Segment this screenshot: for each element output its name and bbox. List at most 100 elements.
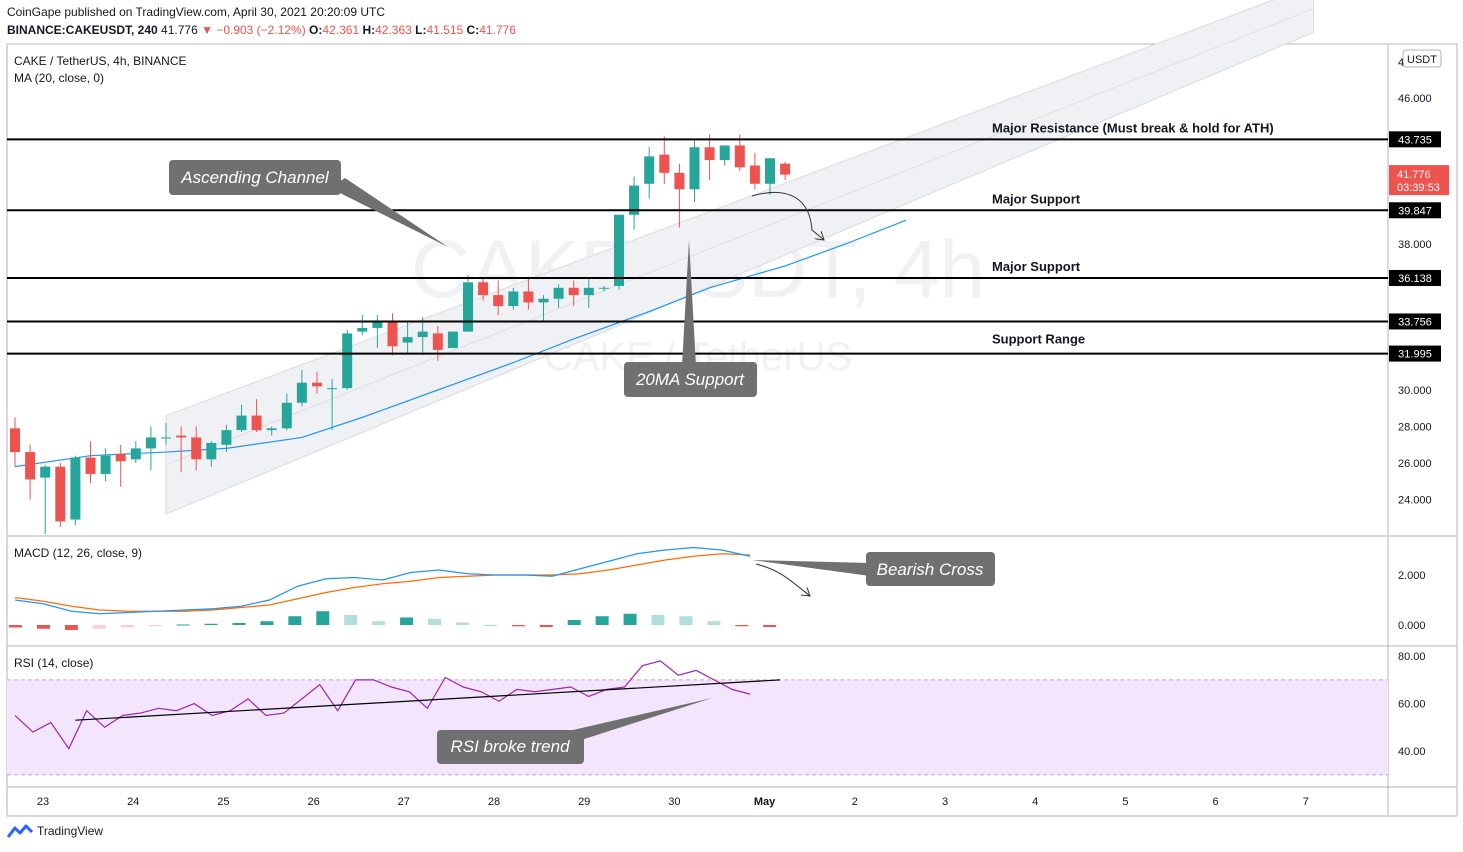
candle-body [523,291,534,303]
candle [734,134,745,171]
candle [719,145,730,166]
rsi-pane-title: RSI (14, close) [14,656,93,670]
candle-body [765,158,775,184]
candle [417,317,428,356]
candle [115,444,126,487]
macd-histogram-bar [651,615,665,625]
candle-body [463,282,473,332]
level-price-tag [1389,131,1441,148]
ma20-line [14,219,907,468]
macd-pane-title: MACD (12, 26, close, 9) [14,546,142,560]
macd-histogram-bar [36,625,50,629]
candle-body [734,145,745,168]
ascending-channel-callout [169,160,341,195]
publisher-line: CoinGape published on TradingView.com, A… [7,5,386,19]
candle-body [749,165,760,184]
candle [176,426,187,473]
macd-histogram-bar [232,623,246,625]
candle [296,369,307,407]
ascending-channel-band [165,0,1315,515]
price-axis-tick: 38.000 [1398,239,1432,251]
candle [598,285,609,292]
level-label: Major Support [992,259,1081,274]
candle-body [206,442,217,460]
candle [357,315,368,336]
ma-support-callout [624,362,757,397]
low-label: L: [415,23,427,37]
candle-body [236,415,247,431]
macd-line [14,546,751,615]
ma-indicator-label: MA (20, close, 0) [14,71,104,85]
macd-axis-tick: 2.000 [1398,570,1426,582]
tradingview-brand[interactable]: TradingView [7,824,103,838]
candle-body [176,435,187,438]
candle-body [508,291,519,307]
tradingview-logo-icon [7,824,33,838]
candle [447,331,458,349]
rsi-trend-callout [437,730,584,764]
macd-histogram-bar [344,615,358,625]
candle-body [447,331,458,349]
time-axis-tick: 23 [37,796,49,808]
brand-name: TradingView [37,824,104,838]
candle-body [161,437,171,439]
time-axis-tick: 27 [398,796,410,808]
bearish-cross-callout [866,552,995,586]
price-axis-tick: 46.000 [1398,93,1432,105]
high-label: H: [362,23,376,37]
level-price-tag [1389,202,1441,219]
close-value: 41.776 [479,23,516,37]
rsi-axis-tick: 80.00 [1398,651,1426,663]
candle-body [130,448,141,460]
candle [191,426,202,471]
candle [463,275,473,332]
candle [493,280,504,316]
level-price-text: 43.735 [1398,134,1432,146]
macd-signal-line [14,553,751,612]
candle-body [296,382,307,403]
candle [266,426,277,436]
currency-badge-label: USDT [1407,54,1437,66]
candle-body [25,452,36,480]
macd-histogram-bar [567,620,581,625]
candle [40,464,51,535]
candle [553,284,564,308]
candle-body [357,327,368,332]
candle [130,441,141,463]
level-price-text: 36.138 [1398,273,1432,285]
candle-body [312,382,322,387]
candle [765,158,775,195]
candle-body [780,163,791,175]
candle [10,417,20,467]
candle [221,424,232,453]
price-axis-tick: 24.000 [1398,495,1432,507]
last-price-text: 41.776 [1397,169,1431,181]
candle [342,329,353,390]
macd-histogram-bar [372,621,386,625]
candle [145,426,156,471]
candle [25,444,36,500]
candle-body [493,295,504,307]
candle-body [327,388,338,390]
candle [55,463,66,527]
macd-histogram-bar [316,611,330,625]
candle-body [191,437,202,460]
rsi-axis-tick: 60.00 [1398,699,1426,711]
ascending-channel-pointer [330,178,448,247]
time-axis-tick: 26 [307,796,319,808]
open-value: 42.361 [322,23,360,37]
candle-body [614,214,624,286]
currency-badge[interactable] [1402,49,1442,68]
channel-midline [165,8,1314,466]
price-axis-tick: 26.000 [1398,458,1432,470]
level-label: Support Range [992,332,1085,347]
candle [523,276,534,310]
last-price-tag [1389,165,1449,196]
candle-body [85,457,96,474]
candle-body [115,453,126,462]
macd-histogram-bar [204,623,218,625]
macd-histogram-bar [623,613,637,625]
candle [206,441,217,467]
candle-body [583,287,594,296]
